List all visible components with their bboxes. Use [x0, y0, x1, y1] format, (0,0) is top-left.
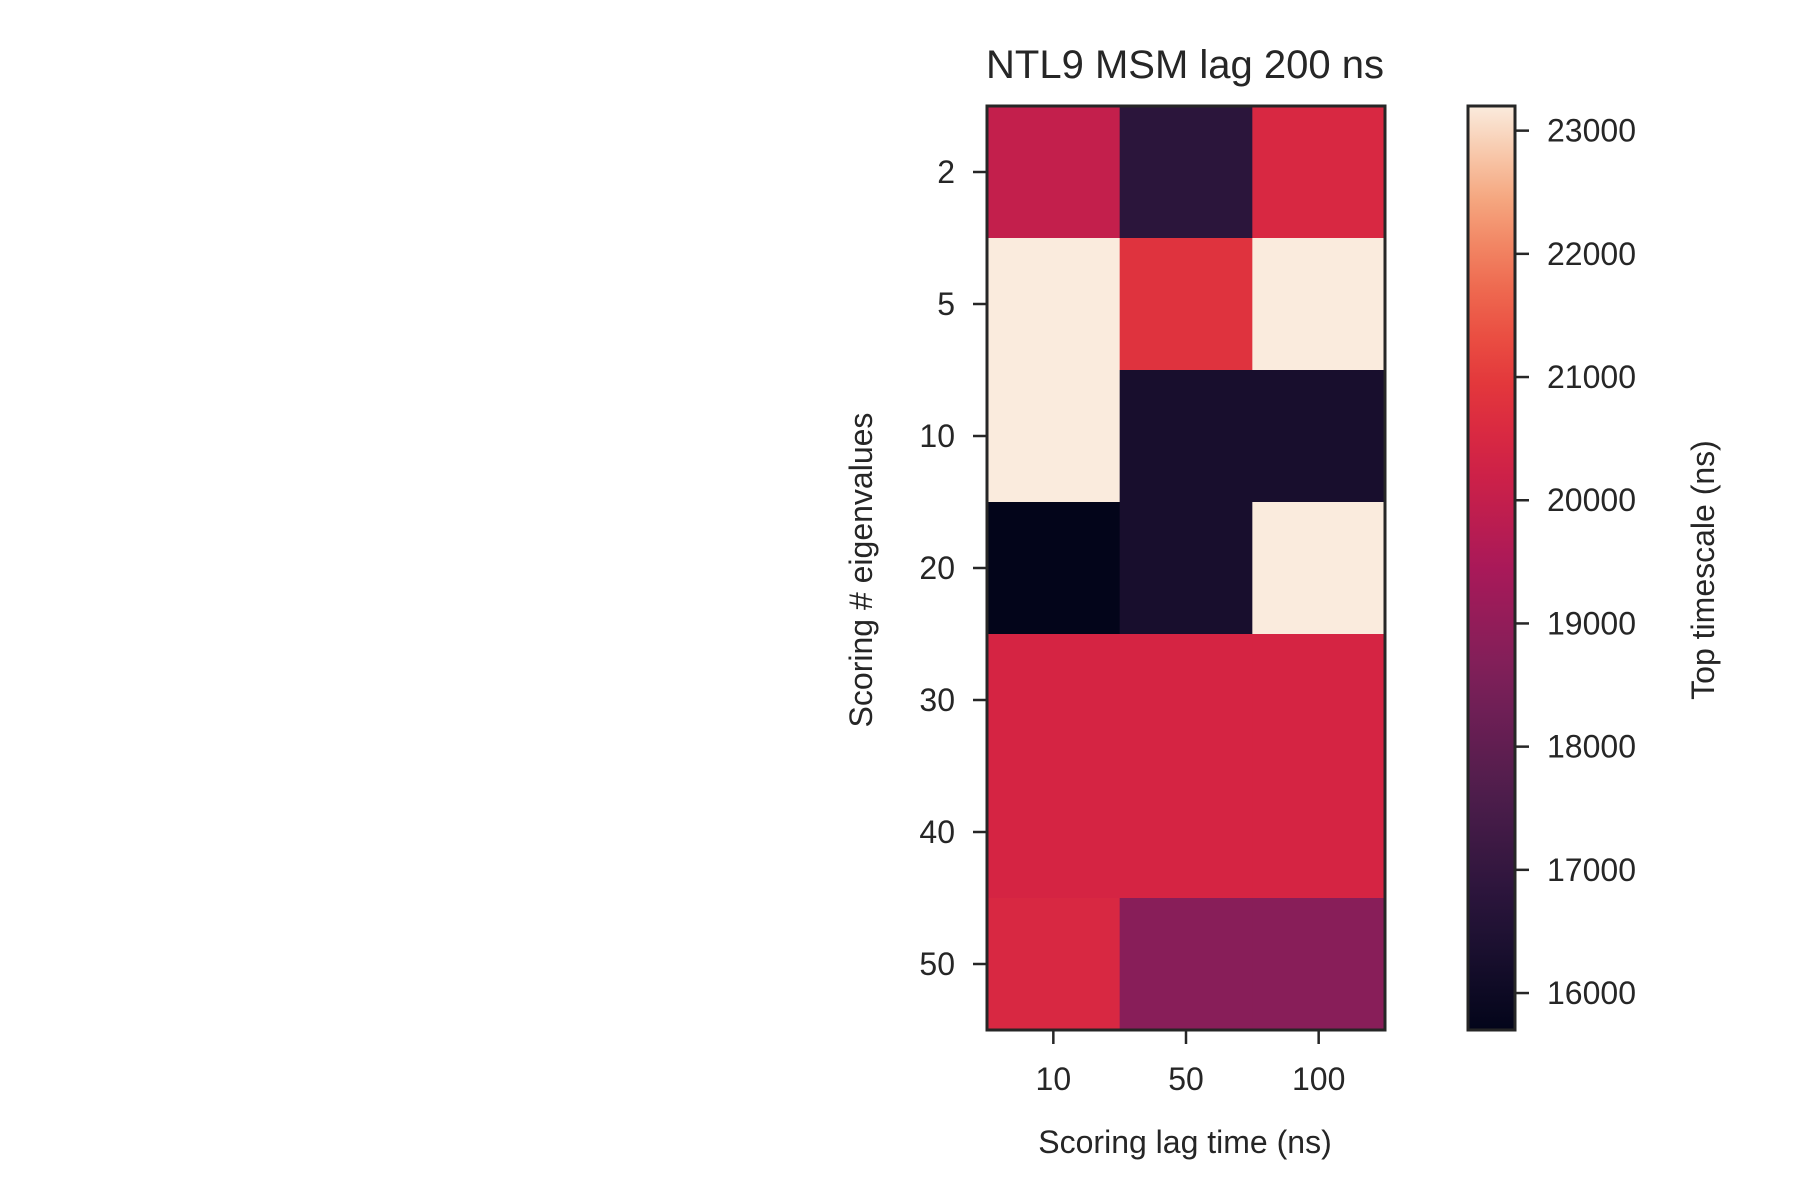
colorbar-tick-label: 19000 — [1547, 605, 1636, 641]
y-axis-label: Scoring # eigenvalues — [843, 413, 879, 728]
y-tick-label: 10 — [919, 418, 955, 454]
heatmap-cell — [1119, 898, 1253, 1031]
heatmap-cell — [987, 370, 1121, 503]
heatmap-cell — [1252, 106, 1386, 239]
heatmap-cell — [1252, 502, 1386, 635]
colorbar-label: Top timescale (ns) — [1685, 440, 1721, 700]
y-tick-label: 50 — [919, 946, 955, 982]
heatmap-cell — [987, 238, 1121, 371]
y-tick-label: 2 — [937, 154, 955, 190]
heatmap-cell — [1119, 634, 1253, 767]
y-tick-label: 40 — [919, 814, 955, 850]
colorbar-frame — [1466, 104, 1517, 1032]
colorbar-ticks: 16000 17000 18000 19000 20000 21000 22000 23000 — [1515, 113, 1636, 1011]
colorbar-tick-label: 20000 — [1547, 482, 1636, 518]
heatmap-cell — [1119, 766, 1253, 899]
colorbar-tick-label: 16000 — [1547, 975, 1636, 1011]
heatmap-cell — [1252, 766, 1386, 899]
heatmap-cell — [987, 898, 1121, 1031]
x-tick-label: 100 — [1292, 1061, 1345, 1097]
heatmap-cells — [987, 106, 1386, 1031]
colorbar-tick-label: 17000 — [1547, 852, 1636, 888]
colorbar-tick-label: 23000 — [1547, 113, 1636, 149]
colorbar — [1468, 106, 1515, 1030]
y-tick-label: 30 — [919, 682, 955, 718]
y-tick-label: 5 — [937, 286, 955, 322]
heatmap-cell — [1252, 898, 1386, 1031]
heatmap-cell — [1252, 370, 1386, 503]
chart-title: NTL9 MSM lag 200 ns — [986, 43, 1384, 87]
heatmap-cell — [1119, 502, 1253, 635]
heatmap-cell — [1119, 370, 1253, 503]
heatmap-cell — [1252, 634, 1386, 767]
heatmap-cell — [1252, 238, 1386, 371]
colorbar-tick-label: 18000 — [1547, 729, 1636, 765]
heatmap-cell — [987, 766, 1121, 899]
y-axis-ticks: 2 5 10 20 30 40 50 — [919, 154, 987, 982]
heatmap-cell — [987, 634, 1121, 767]
heatmap-cell — [1119, 238, 1253, 371]
heatmap-cell — [987, 502, 1121, 635]
y-tick-label: 20 — [919, 550, 955, 586]
heatmap-cell — [987, 106, 1121, 239]
heatmap-cell — [1119, 106, 1253, 239]
colorbar-tick-label: 21000 — [1547, 359, 1636, 395]
x-axis-label: Scoring lag time (ns) — [1038, 1124, 1331, 1160]
x-axis-ticks: 10 50 100 — [1036, 1030, 1345, 1097]
x-tick-label: 50 — [1168, 1061, 1204, 1097]
x-tick-label: 10 — [1036, 1061, 1072, 1097]
colorbar-tick-label: 22000 — [1547, 236, 1636, 272]
